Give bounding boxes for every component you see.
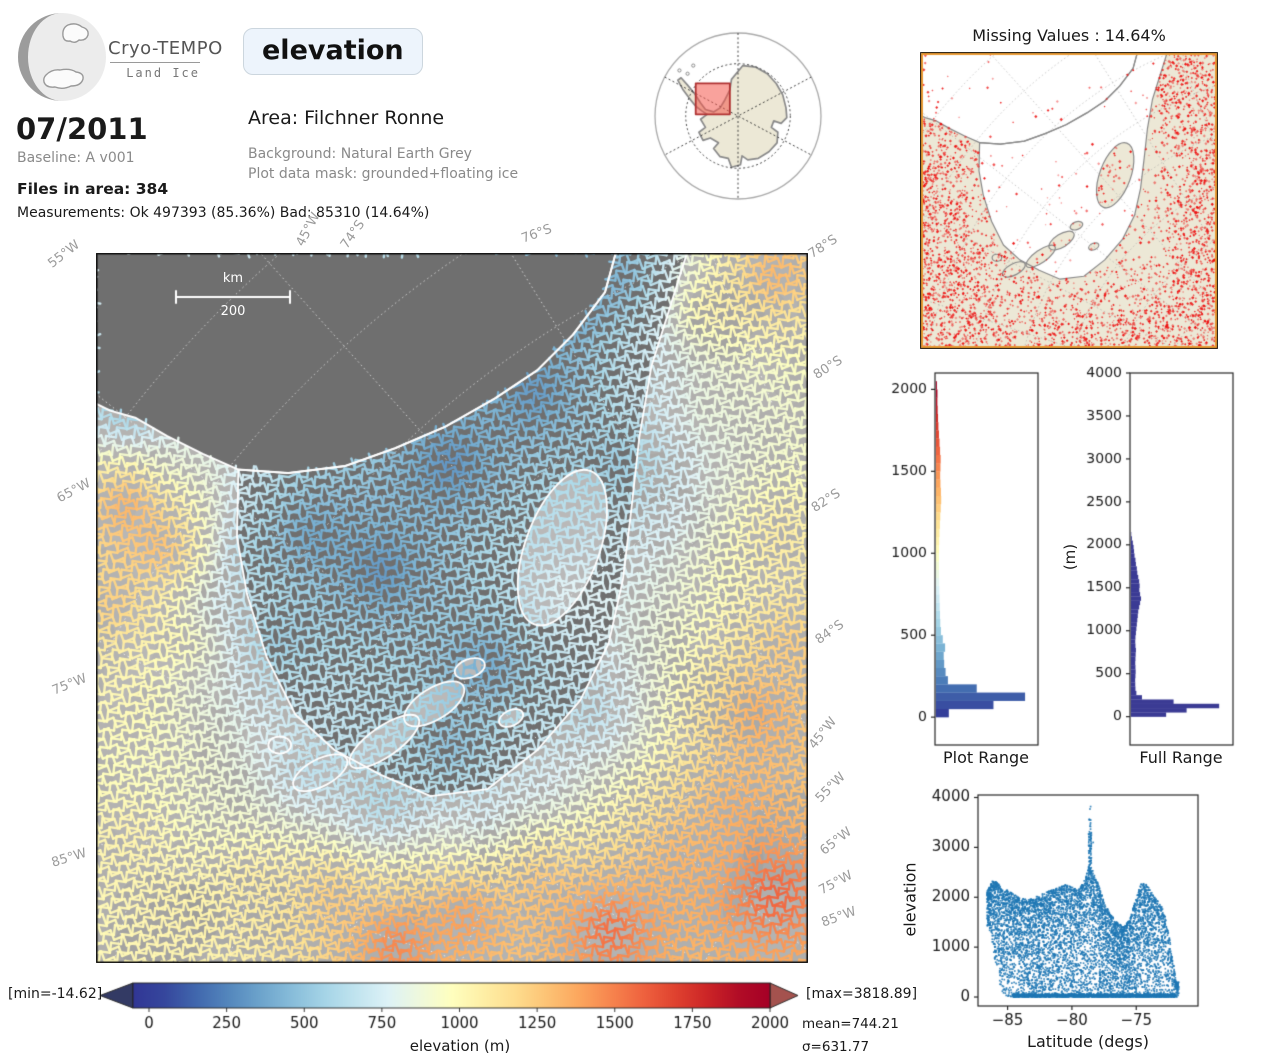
graticule-label: 65°W (54, 476, 94, 507)
plot-range-title: Plot Range (943, 748, 1029, 767)
cryo-tempo-logo (18, 13, 106, 101)
full-range-title: Full Range (1139, 748, 1223, 767)
background-label: Background: Natural Earth Grey (248, 146, 472, 162)
colorbar-canvas (90, 975, 810, 1035)
graticule-label: 75°W (50, 671, 90, 699)
graticule-label: 80°S (810, 353, 846, 383)
graticule-label: 84°S (812, 617, 847, 648)
antarctica-inset-canvas (652, 31, 824, 203)
date-label: 07/2011 (16, 112, 148, 146)
graticule-label: 76°S (519, 221, 554, 247)
missing-values-map-canvas (920, 52, 1218, 349)
colorbar-axis-label: elevation (m) (409, 1037, 511, 1055)
main-map-canvas (96, 253, 808, 963)
graticule-label: 75°W (816, 868, 856, 899)
graticule-label: 85°W (49, 845, 89, 871)
logo-crescent (18, 13, 62, 101)
variable-title-badge: elevation (243, 28, 423, 75)
missing-values-title: Missing Values : 14.64% (972, 26, 1166, 45)
colorbar-sigma-label: σ=631.77 (802, 1039, 870, 1055)
full-range-histogram-canvas (1070, 360, 1240, 750)
graticule-label: 82°S (808, 486, 844, 516)
scatter-ylabel: elevation (900, 862, 920, 937)
plot-range-histogram-canvas (875, 360, 1045, 750)
logo-subtitle: Land Ice (126, 66, 200, 80)
baseline-label: Baseline: A v001 (17, 150, 135, 166)
graticule-label: 55°W (812, 769, 849, 806)
graticule-label: 78°S (805, 232, 841, 262)
measurements-label: Measurements: Ok 497393 (85.36%) Bad: 85… (17, 205, 430, 221)
files-in-area-label: Files in area: 384 (17, 180, 169, 198)
logo-landmass-north (62, 23, 89, 43)
colorbar-mean-label: mean=744.21 (802, 1016, 899, 1032)
plot-mask-label: Plot data mask: grounded+floating ice (248, 166, 519, 182)
scalebar-unit-label: km (222, 271, 244, 286)
graticule-label: 74°S (337, 217, 369, 252)
scalebar-value-label: 200 (220, 304, 246, 319)
graticule-label: 55°W (45, 237, 83, 272)
area-label: Area: Filchner Ronne (248, 107, 445, 129)
colorbar-min-label: [min=-14.62] (8, 986, 103, 1002)
graticule-label: 85°W (819, 904, 859, 931)
full-range-ylabel: (m) (1061, 543, 1079, 571)
logo-title: Cryo-TEMPO (108, 38, 223, 59)
logo-rule (110, 62, 200, 63)
scatter-xlabel: Latitude (degs) (1027, 1032, 1149, 1051)
latitude-scatter-canvas (925, 780, 1205, 1030)
logo-landmass-antarctica (43, 68, 84, 89)
graticule-label: 45°W (806, 714, 841, 753)
colorbar-max-label: [max=3818.89] (806, 986, 918, 1002)
graticule-label: 65°W (817, 824, 855, 859)
